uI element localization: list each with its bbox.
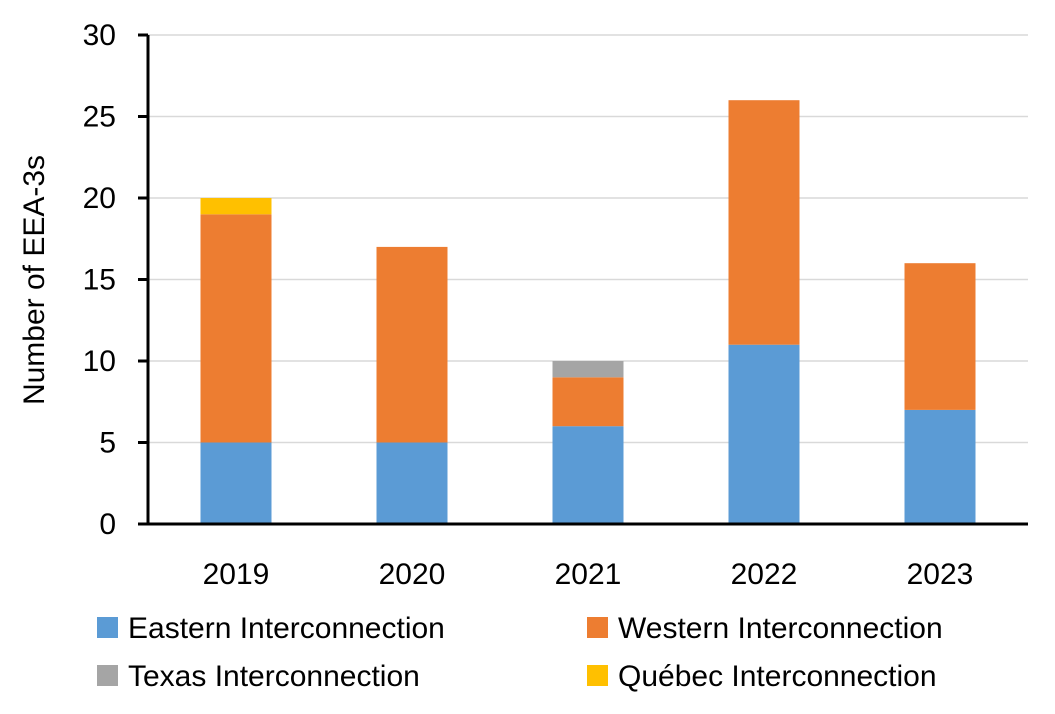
legend-swatch: [97, 665, 118, 686]
y-tick-label: 15: [83, 264, 116, 297]
bar-segment: [728, 100, 800, 345]
bar-segment: [376, 442, 448, 524]
bar-segment: [200, 214, 272, 443]
x-tick-label: 2023: [907, 558, 974, 591]
y-tick-label: 25: [83, 101, 116, 134]
legend-swatch: [587, 665, 608, 686]
y-axis-title: Number of EEA-3s: [18, 155, 51, 405]
y-tick-label: 20: [83, 182, 116, 215]
x-tick-label: 2020: [379, 558, 446, 591]
axes: [138, 33, 1028, 526]
y-tick-label: 10: [83, 345, 116, 378]
bar-segment: [376, 246, 448, 443]
bar-segment: [904, 409, 976, 524]
y-tick-label: 30: [83, 19, 116, 52]
x-tick-label: 2021: [555, 558, 622, 591]
bar-segment: [200, 198, 272, 215]
tick-labels: 0 5 10 15 20 25 30 2019 2020 2021 2022 2023: [83, 19, 974, 591]
bars: [200, 100, 976, 524]
legend-swatch: [587, 617, 608, 638]
x-tick-label: 2019: [203, 558, 270, 591]
legend-swatch: [97, 617, 118, 638]
bar-segment: [904, 263, 976, 410]
bar-segment: [728, 344, 800, 524]
legend-label: Eastern Interconnection: [128, 612, 445, 645]
bar-segment: [552, 377, 624, 427]
x-tick-label: 2022: [731, 558, 798, 591]
gridlines: [148, 34, 1028, 444]
legend-label: Western Interconnection: [618, 612, 943, 645]
bar-segment: [552, 361, 624, 378]
bar-segment: [552, 426, 624, 524]
bar-segment: [200, 442, 272, 524]
legend: Eastern Interconnection Western Interconn…: [97, 612, 943, 693]
y-tick-label: 0: [99, 508, 116, 541]
legend-label: Québec Interconnection: [618, 660, 937, 693]
y-tick-label: 5: [99, 427, 116, 460]
legend-label: Texas Interconnection: [128, 660, 420, 693]
